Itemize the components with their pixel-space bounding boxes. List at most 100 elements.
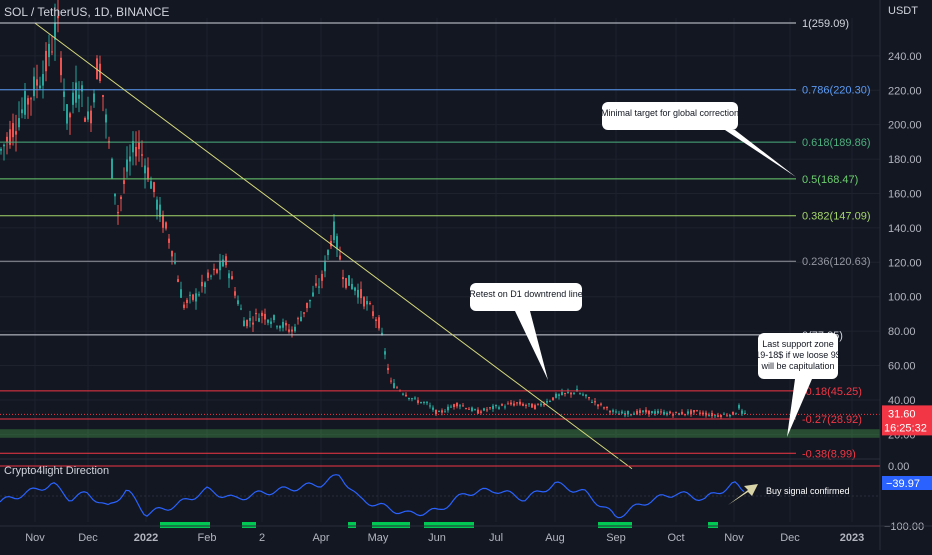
candle-body — [717, 415, 719, 417]
x-tick-label: Dec — [78, 532, 98, 544]
candle-body — [624, 412, 626, 416]
candle-body — [609, 410, 611, 413]
candle-body — [219, 261, 221, 271]
candle-body — [129, 156, 131, 162]
candle-body — [648, 410, 650, 415]
candle-body — [705, 412, 707, 416]
candle-body — [396, 387, 398, 389]
candle-body — [633, 413, 635, 415]
candle-body — [156, 199, 158, 210]
candle-body — [351, 283, 353, 289]
candle-body — [135, 146, 137, 157]
candle-body — [438, 411, 440, 413]
candle-body — [699, 412, 701, 414]
candle-body — [714, 415, 716, 417]
candle-body — [0, 148, 2, 151]
candle-body — [246, 320, 248, 327]
candle-body — [24, 91, 26, 115]
candle-body — [315, 283, 317, 286]
candle-body — [720, 415, 722, 418]
candle-body — [147, 167, 149, 180]
candle-body — [192, 294, 194, 300]
candle-body — [21, 109, 23, 114]
candle-body — [339, 255, 341, 260]
fib-label: -0.38(8.99) — [802, 448, 856, 460]
candle-body — [45, 50, 47, 72]
candle-body — [525, 405, 527, 407]
candle-body — [381, 332, 383, 335]
annotation-retest-pointer — [515, 311, 548, 380]
candle-body — [552, 397, 554, 401]
candle-body — [387, 367, 389, 371]
indicator-level-0: 0.00 — [888, 461, 909, 473]
candle-body — [51, 51, 53, 53]
candle-body — [645, 409, 647, 413]
candle-body — [435, 409, 437, 415]
support-zone — [0, 429, 880, 438]
fib-label: 1(259.09) — [802, 18, 849, 30]
candle-body — [210, 275, 212, 277]
candle-body — [150, 181, 152, 189]
candle-body — [423, 401, 425, 403]
fib-label: -0.27(28.92) — [802, 414, 862, 426]
x-tick-label: Feb — [198, 532, 217, 544]
candle-body — [90, 110, 92, 124]
candle-body — [447, 406, 449, 411]
candle-body — [27, 98, 29, 105]
buy-signal-bar — [424, 522, 474, 528]
downtrend-line — [34, 22, 633, 470]
candle-body — [480, 411, 482, 413]
candle-body — [171, 251, 173, 257]
x-tick-label: Dec — [780, 532, 800, 544]
candle-body — [531, 403, 533, 408]
annotation-retest-box — [470, 283, 582, 311]
candle-body — [744, 412, 746, 414]
candle-body — [684, 413, 686, 415]
x-tick-label: Sep — [606, 532, 626, 544]
candle-body — [54, 22, 56, 40]
x-tick-label: Nov — [724, 532, 744, 544]
candle-body — [636, 410, 638, 415]
indicator-line — [0, 474, 745, 519]
annotation-retest-text: Retest on D1 downtrend line — [469, 289, 583, 299]
candle-body — [627, 411, 629, 415]
fib-label: -0.18(45.25) — [802, 386, 862, 398]
candle-body — [300, 316, 302, 322]
candle-body — [78, 94, 80, 99]
annotation-support-text: will be capitulation — [760, 361, 834, 371]
candle-body — [39, 85, 41, 89]
x-tick-label: May — [368, 532, 389, 544]
candle-body — [204, 282, 206, 288]
candle-body — [600, 403, 602, 405]
y-tick-label: 120.00 — [888, 257, 922, 269]
candle-body — [30, 98, 32, 100]
candle-body — [735, 413, 737, 415]
candle-body — [384, 351, 386, 355]
candle-body — [333, 221, 335, 241]
y-tick-label: 200.00 — [888, 120, 922, 132]
candle-body — [114, 193, 116, 197]
buy-signal-bar — [372, 522, 410, 528]
candle-body — [117, 211, 119, 214]
candle-body — [252, 322, 254, 325]
candle-body — [345, 278, 347, 288]
candle-body — [378, 317, 380, 329]
candle-body — [453, 404, 455, 408]
candle-body — [555, 393, 557, 398]
candle-body — [522, 403, 524, 406]
candle-body — [408, 397, 410, 399]
x-tick-label: 2022 — [134, 532, 158, 544]
annotation-support-text: 19-18$ if we loose 9$ — [755, 350, 841, 360]
fib-label: 0.786(220.30) — [802, 85, 871, 97]
candle-body — [324, 261, 326, 272]
candle-body — [459, 405, 461, 407]
candle-body — [492, 405, 494, 409]
candle-body — [84, 117, 86, 122]
x-tick-label: Nov — [25, 532, 45, 544]
candle-body — [657, 410, 659, 414]
candle-body — [630, 414, 632, 416]
x-tick-label: Aug — [545, 532, 565, 544]
candle-body — [564, 392, 566, 394]
candle-body — [243, 320, 245, 327]
candle-body — [465, 408, 467, 410]
